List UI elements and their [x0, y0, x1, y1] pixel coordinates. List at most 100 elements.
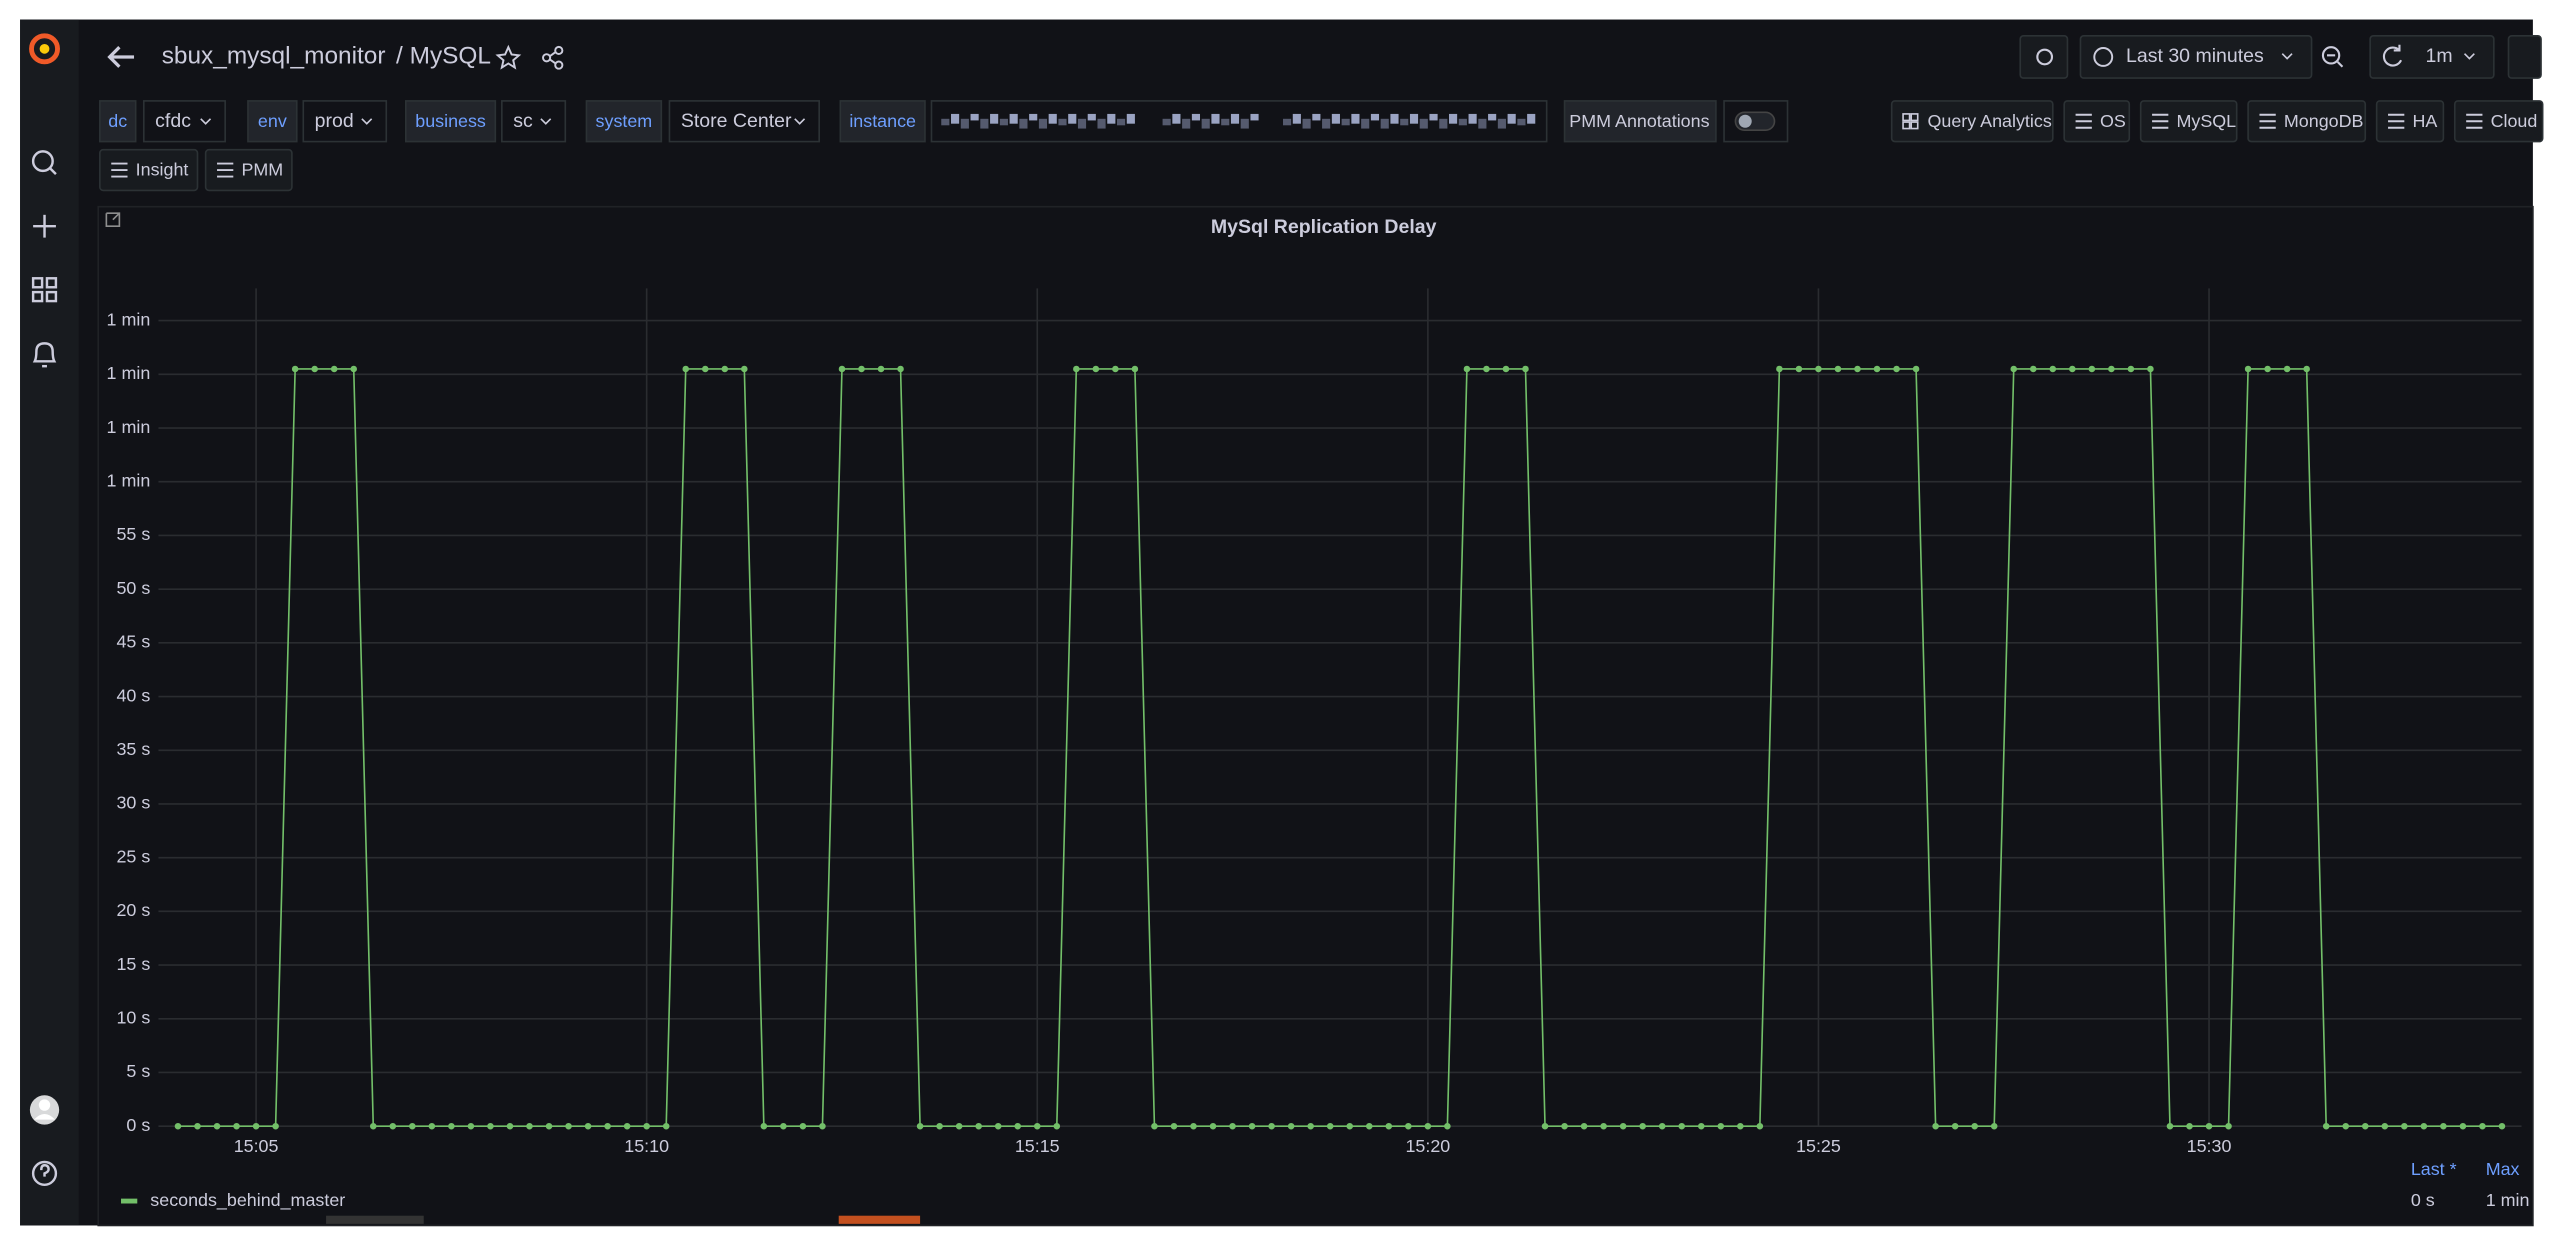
- redacted-pixel: [1331, 113, 1340, 124]
- back-button[interactable]: [107, 46, 135, 68]
- dashboard-folder[interactable]: sbux_mysql_monitor: [162, 42, 386, 69]
- data-point: [1248, 1122, 1256, 1130]
- help-icon[interactable]: [31, 1160, 58, 1187]
- star-button[interactable]: [495, 44, 522, 70]
- x-tick-label: 15:15: [1015, 1136, 1060, 1156]
- redacted-pixel: [1527, 113, 1536, 124]
- dashboard-link[interactable]: [2063, 100, 2131, 143]
- redacted-pixel: [1507, 113, 1516, 124]
- data-point: [233, 1122, 240, 1130]
- alerting-icon[interactable]: [32, 342, 57, 368]
- redacted-pixel: [1302, 118, 1311, 129]
- refresh-picker[interactable]: [2369, 34, 2495, 79]
- data-point: [1424, 1122, 1432, 1130]
- dashboard-link[interactable]: [2139, 100, 2238, 143]
- redacted-pixel: [1322, 118, 1331, 129]
- data-point: [955, 1122, 963, 1130]
- dashboard-link[interactable]: [1890, 100, 2054, 143]
- data-point: [1502, 365, 1510, 373]
- clock-icon: [2093, 47, 2114, 67]
- data-point: [2381, 1122, 2389, 1130]
- create-icon[interactable]: [33, 214, 56, 238]
- variable-select[interactable]: [302, 100, 388, 143]
- scrollbar: [326, 1215, 424, 1224]
- redacted-pixel: [1370, 113, 1380, 121]
- variable-label: env: [258, 111, 287, 131]
- y-tick-label: 25 s: [116, 846, 150, 866]
- data-point: [1737, 1122, 1744, 1130]
- data-point: [1209, 1122, 1217, 1130]
- dashboard-link-label: MySQL: [2176, 111, 2236, 131]
- redacted-pixel: [1087, 113, 1096, 121]
- data-point: [1815, 365, 1822, 373]
- tv-mode-button[interactable]: [2507, 34, 2542, 79]
- redacted-pixel: [1409, 113, 1419, 124]
- data-point: [1756, 1122, 1764, 1130]
- time-picker[interactable]: [2079, 34, 2313, 79]
- dashboard-link[interactable]: [204, 148, 293, 192]
- data-point: [1834, 365, 1842, 373]
- data-point: [2283, 365, 2291, 373]
- variable-select[interactable]: [142, 100, 226, 143]
- dashboard-link[interactable]: [2453, 100, 2544, 143]
- legend-label[interactable]: seconds_behind_master: [150, 1190, 345, 1211]
- data-point: [1444, 1122, 1451, 1130]
- panel-link-icon[interactable]: [105, 212, 121, 228]
- search-icon[interactable]: [31, 150, 57, 176]
- data-point: [994, 1122, 1002, 1130]
- dashboard-link[interactable]: [99, 148, 199, 192]
- data-point: [213, 1122, 221, 1130]
- data-point: [1932, 1122, 1939, 1130]
- data-point: [2362, 1122, 2369, 1130]
- variable-select[interactable]: [501, 100, 567, 143]
- data-point: [1014, 1122, 1021, 1130]
- data-point: [272, 1122, 279, 1130]
- data-point: [1170, 1122, 1178, 1130]
- data-point: [370, 1122, 377, 1130]
- data-point: [2166, 1122, 2174, 1130]
- y-tick-label: 1 min: [107, 363, 151, 383]
- redacted-pixel: [1517, 118, 1526, 126]
- data-point: [252, 1122, 260, 1130]
- redacted-pixel: [1068, 113, 1077, 124]
- scrollbar-highlight: [838, 1215, 921, 1224]
- dashboard-title[interactable]: / MySQL: [396, 42, 491, 69]
- redacted-pixel: [1077, 118, 1087, 129]
- data-point: [1658, 1122, 1666, 1130]
- chevron: [2281, 53, 2293, 60]
- dashboard-link[interactable]: [2375, 100, 2445, 143]
- x-tick-label: 15:30: [2187, 1136, 2232, 1156]
- legend-column-header[interactable]: Last *: [2411, 1159, 2457, 1179]
- data-point: [760, 1122, 768, 1130]
- data-point: [1151, 1122, 1158, 1130]
- chevron: [540, 118, 552, 125]
- settings-button[interactable]: [2019, 34, 2069, 79]
- data-point: [1541, 1122, 1549, 1130]
- data-point: [1580, 1122, 1588, 1130]
- data-point: [1639, 1122, 1646, 1130]
- dashboard-link-label: Query Analytics: [1927, 111, 2051, 131]
- data-point: [2186, 1122, 2193, 1130]
- redacted-pixel: [1449, 113, 1458, 124]
- y-tick-label: 20 s: [116, 900, 150, 920]
- data-point: [702, 365, 709, 373]
- data-point: [409, 1122, 416, 1130]
- data-point: [2049, 365, 2057, 373]
- dashboards-icon[interactable]: [31, 277, 58, 303]
- data-point: [799, 1122, 807, 1130]
- legend-column-header[interactable]: Max: [2486, 1159, 2520, 1179]
- dashboard-link[interactable]: [2247, 100, 2367, 143]
- zoom-out-button[interactable]: [2321, 46, 2344, 68]
- grafana-logo[interactable]: [29, 33, 60, 65]
- variable-label: instance: [849, 111, 916, 131]
- data-point: [1073, 365, 1080, 373]
- data-point: [2498, 1122, 2506, 1130]
- avatar[interactable]: [29, 1095, 60, 1125]
- data-point: [565, 1122, 572, 1130]
- data-point: [1307, 1122, 1314, 1130]
- y-tick-label: 50 s: [116, 578, 150, 598]
- variable-select[interactable]: [668, 100, 820, 143]
- share-button[interactable]: [542, 45, 564, 70]
- variable-value: cfdc: [155, 110, 191, 132]
- data-point: [1229, 1122, 1236, 1130]
